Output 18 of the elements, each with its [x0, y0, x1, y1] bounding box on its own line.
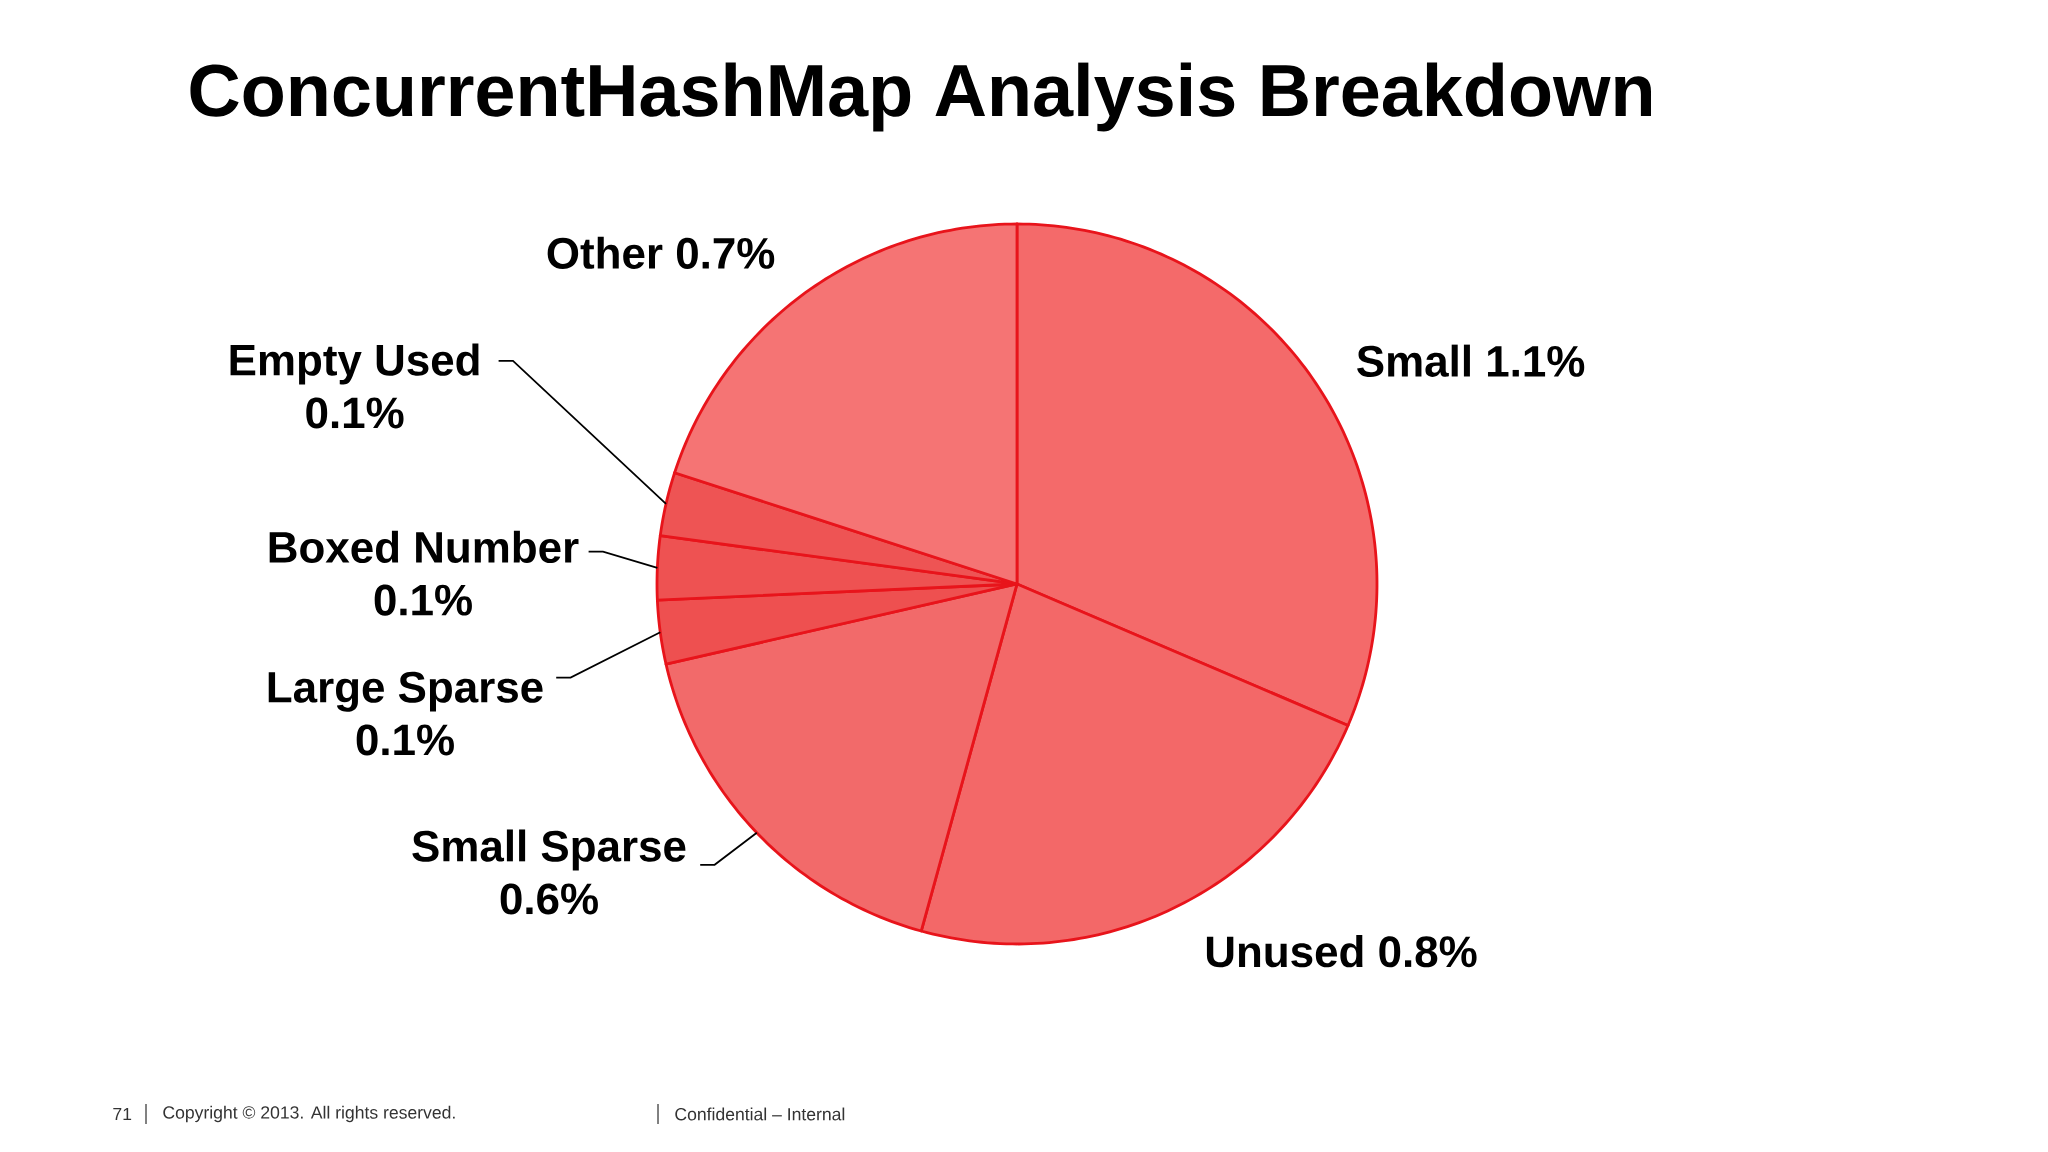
data-label: 0.8% [1379, 936, 1477, 968]
slice-label: Boxed Number [269, 530, 579, 563]
slice-label: Large Sparse [268, 671, 543, 712]
data-label: 0.6% [500, 883, 598, 915]
text: Confidential – Internal [675, 1107, 845, 1121]
data-label: 0.1% [306, 397, 404, 429]
slice-label: Empty Used [230, 343, 479, 385]
chart-title: ConcurrentHashMap Analysis Breakdown [190, 62, 1651, 132]
text: Copyright © 2013. All rights reserved. [163, 1105, 455, 1123]
data-label: 0.7% [676, 237, 775, 269]
text: 71 [113, 1107, 132, 1121]
slice-label: Small Sparse [412, 829, 686, 871]
data-label: 0.1% [356, 724, 454, 756]
slice-label: Small [1357, 344, 1470, 377]
data-label: 0.1% [374, 584, 472, 616]
slice-label: Unused [1206, 935, 1363, 968]
slice-label: Other [547, 236, 663, 269]
data-label: 1.1% [1487, 345, 1585, 377]
